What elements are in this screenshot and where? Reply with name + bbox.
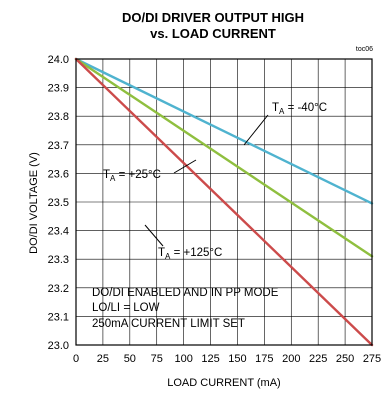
y-tick-labels: 23.0 23.1 23.2 23.3 23.4 23.5 23.6 23.7 23.8 23.9… [48,54,69,352]
series-line-0 [74,57,374,205]
x-tick-label: 225 [309,353,327,365]
y-tick-label: 23.8 [48,111,69,123]
leader-line-plus25 [173,159,197,174]
series-line-1 [74,57,374,258]
plot-frame [75,58,373,346]
leader-line-plus125 [144,224,164,247]
x-tick-label: 75 [151,353,163,365]
x-axis-label: LOAD CURRENT (mA) [167,377,280,389]
x-tick-label: 175 [255,353,273,365]
series-label-plus25: TA = +25°C [103,169,161,183]
leader-line-minus40 [243,114,269,146]
x-tick-label: 150 [228,353,246,365]
y-tick-label: 23.5 [48,197,69,209]
y-tick-label: 23.0 [48,340,69,352]
y-tick-label: 23.6 [48,168,69,180]
figure-code: toc06 [356,46,373,53]
y-tick-label: 23.3 [48,254,69,266]
series-label-minus40: TA = -40°C [272,102,327,116]
series-lines [74,57,374,347]
grid [76,59,372,345]
x-tick-label: 50 [124,353,136,365]
y-tick-label: 23.7 [48,140,69,152]
x-tick-label: 275 [363,353,381,365]
y-tick-label: 23.2 [48,283,69,295]
note-line-1: DO/DI ENABLED AND IN PP MODE [92,287,279,299]
y-tick-label: 23.9 [48,83,69,95]
y-tick-label: 23.4 [48,226,69,238]
x-tick-label: 125 [201,353,219,365]
y-tick-label: 23.1 [48,311,69,323]
y-tick-label: 24.0 [48,54,69,66]
x-tick-label: 100 [174,353,192,365]
chart-title-line-1: DO/DI DRIVER OUTPUT HIGH [122,10,304,25]
series-label-plus125: TA = +125°C [158,247,222,261]
y-axis-label: DO/DI VOLTAGE (V) [28,152,40,254]
x-tick-labels: 0 25 50 75 100 125 150 175 200 225 250 275 [73,353,381,365]
x-tick-label: 0 [73,353,79,365]
chart-title-line-2: vs. LOAD CURRENT [150,26,276,41]
x-tick-label: 200 [282,353,300,365]
note-line-3: 250mA CURRENT LIMIT SET [92,318,245,330]
note-line-2: LO/LI = LOW [92,302,160,314]
x-tick-label: 250 [336,353,354,365]
series-line-2 [74,57,374,347]
x-tick-label: 25 [97,353,109,365]
